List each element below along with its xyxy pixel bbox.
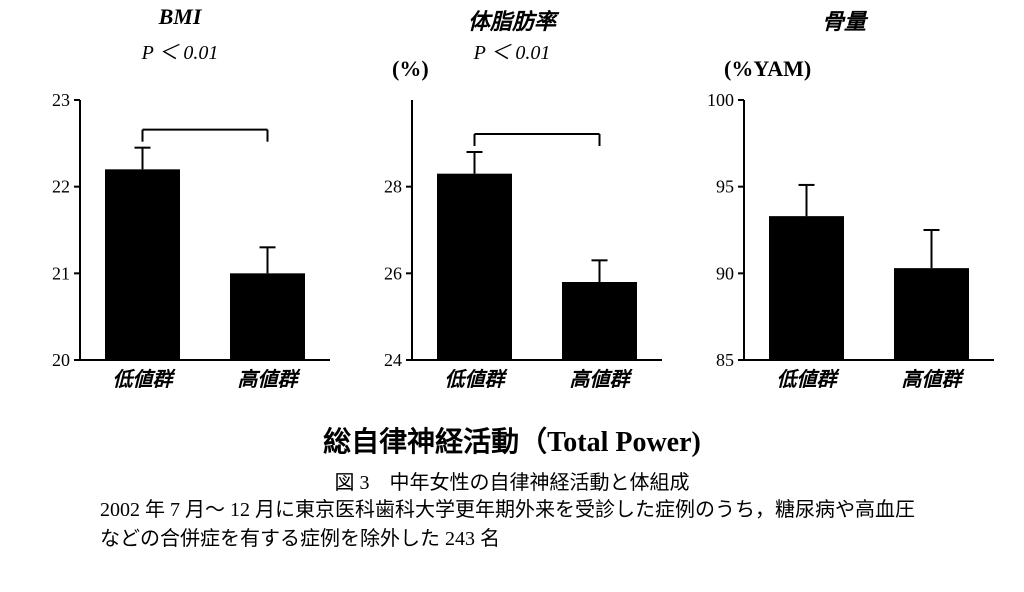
figure-description: 2002 年 7 月～ 12 月に東京医科歯科大学更年期外来を受診した症例のうち… (100, 496, 924, 554)
ytick-label: 24 (384, 350, 402, 370)
chart: 24 26 28 低値群 高値群 (362, 90, 672, 400)
ytick-label: 90 (716, 263, 734, 283)
bar (769, 216, 844, 360)
panel-title: 体脂肪率 (352, 4, 672, 36)
ytick-label: 23 (52, 90, 70, 110)
category-label: 高値群 (238, 368, 302, 391)
p-value-label: P ＜ 0.01 (20, 36, 340, 65)
bar (105, 169, 180, 360)
ytick-label: 26 (384, 263, 402, 283)
chart: 20 21 22 23 低値群 高値群 (30, 90, 340, 400)
ytick-label: 20 (52, 350, 70, 370)
category-label: 高値群 (570, 368, 634, 391)
bar (437, 174, 512, 360)
main-xaxis-label: 総自律神経活動（Total Power) (0, 420, 1024, 460)
ytick-label: 22 (52, 177, 70, 197)
panel-title: BMI (20, 4, 340, 30)
compare-bracket (475, 134, 600, 146)
category-label: 低値群 (777, 368, 841, 391)
category-label: 高値群 (902, 368, 966, 391)
bar (562, 282, 637, 360)
panel-bodyfat: 体脂肪率P ＜ 0.01(%)242628低値群高値群 (352, 0, 672, 420)
ytick-label: 28 (384, 177, 402, 197)
chart: 85 90 95 100 低値群 高値群 (694, 90, 1004, 400)
panel-bonemass: 骨量 (%YAM) 85 90 95 100 低値群 高値群 (684, 0, 1004, 420)
compare-bracket (143, 130, 268, 142)
category-label: 低値群 (113, 368, 177, 391)
panel-bmi: BMI P ＜ 0.01 20 21 22 23 低値群 高値群 (20, 0, 340, 420)
bar (230, 273, 305, 360)
y-axis-label: (%YAM) (724, 56, 811, 82)
ytick-label: 21 (52, 263, 70, 283)
ytick-label: 100 (707, 90, 734, 110)
ytick-label: 85 (716, 350, 734, 370)
panel-title: 骨量 (684, 4, 1004, 36)
bar (894, 268, 969, 360)
figure-caption: 図 3 中年女性の自律神経活動と体組成 (0, 466, 1024, 495)
category-label: 低値群 (445, 368, 509, 391)
ytick-label: 95 (716, 177, 734, 197)
y-axis-label: (%) (392, 56, 429, 82)
